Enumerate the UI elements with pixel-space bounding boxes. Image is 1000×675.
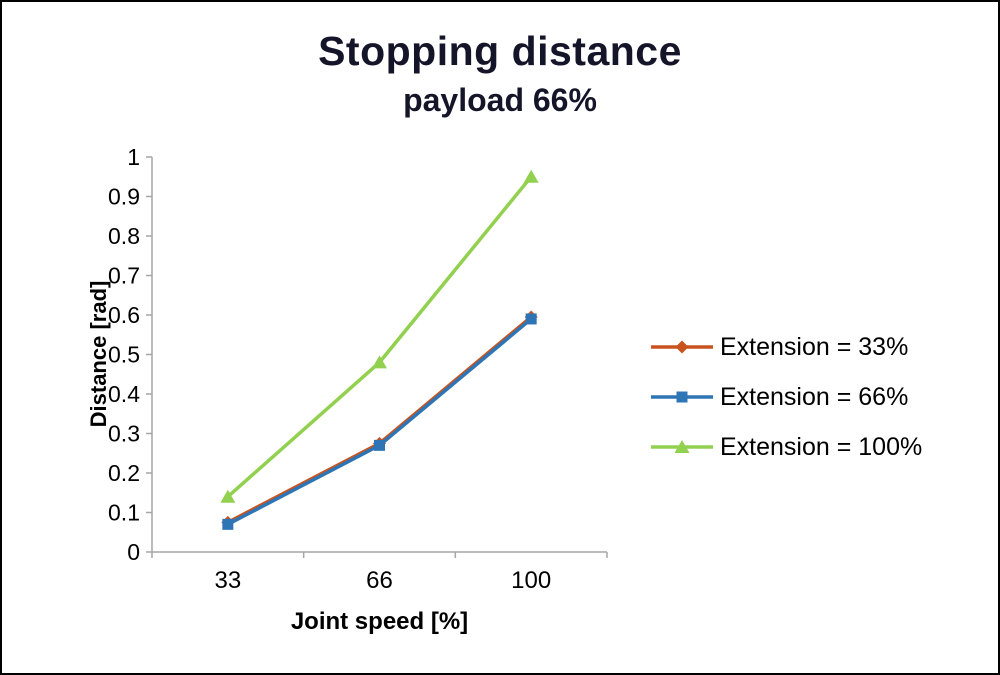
y-axis-label: Distance [rad] xyxy=(86,280,111,428)
y-tick-label: 0.7 xyxy=(108,263,140,289)
legend-marker xyxy=(675,340,689,354)
data-point-marker xyxy=(523,169,539,183)
legend-marker xyxy=(676,391,688,403)
y-tick-label: 0.2 xyxy=(108,460,140,486)
y-tick-label: 0.5 xyxy=(108,342,140,368)
y-tick-label: 0.4 xyxy=(108,381,140,407)
data-point-marker xyxy=(372,355,387,369)
y-tick-label: 0.8 xyxy=(108,223,140,249)
plot-svg: 0 0.1 0.2 0.3 0.4 0.5 0.6 0.7 0.8 0.9 1 33 66 100 xyxy=(108,144,608,594)
legend-item: Extension = 66% xyxy=(650,382,922,411)
legend-marker-icon xyxy=(651,440,713,453)
data-point-marker xyxy=(222,518,234,530)
x-tick-label: 100 xyxy=(511,567,551,594)
y-tick-label: 0.6 xyxy=(108,302,140,328)
y-tick-label: 0 xyxy=(127,539,140,565)
legend-label: Extension = 100% xyxy=(720,432,923,461)
chart-title: Stopping distance xyxy=(318,28,682,74)
legend-marker-icon xyxy=(651,340,713,354)
legend-marker-icon xyxy=(651,391,713,403)
y-tick-label: 0.3 xyxy=(108,421,140,447)
data-point-marker xyxy=(374,439,385,451)
y-tick-label: 0.9 xyxy=(108,184,140,210)
y-tick-label: 0.1 xyxy=(108,500,140,526)
legend-item: Extension = 33% xyxy=(650,332,922,361)
series-line xyxy=(226,317,533,527)
y-tick-label: 1 xyxy=(127,144,140,170)
legend: Extension = 33% Extension = 66% Extension … xyxy=(650,332,923,461)
legend-item: Extension = 100% xyxy=(650,432,923,461)
series-line xyxy=(226,315,533,525)
data-point-marker xyxy=(220,489,236,503)
legend-marker xyxy=(674,440,690,453)
x-axis-label: Joint speed [%] xyxy=(290,608,469,635)
x-tick-label: 66 xyxy=(366,567,393,594)
x-tick-label: 33 xyxy=(214,567,241,594)
legend-label: Extension = 66% xyxy=(720,382,909,411)
data-point-marker xyxy=(525,313,537,325)
chart-subtitle: payload 66% xyxy=(403,82,597,118)
legend-label: Extension = 33% xyxy=(720,332,909,361)
